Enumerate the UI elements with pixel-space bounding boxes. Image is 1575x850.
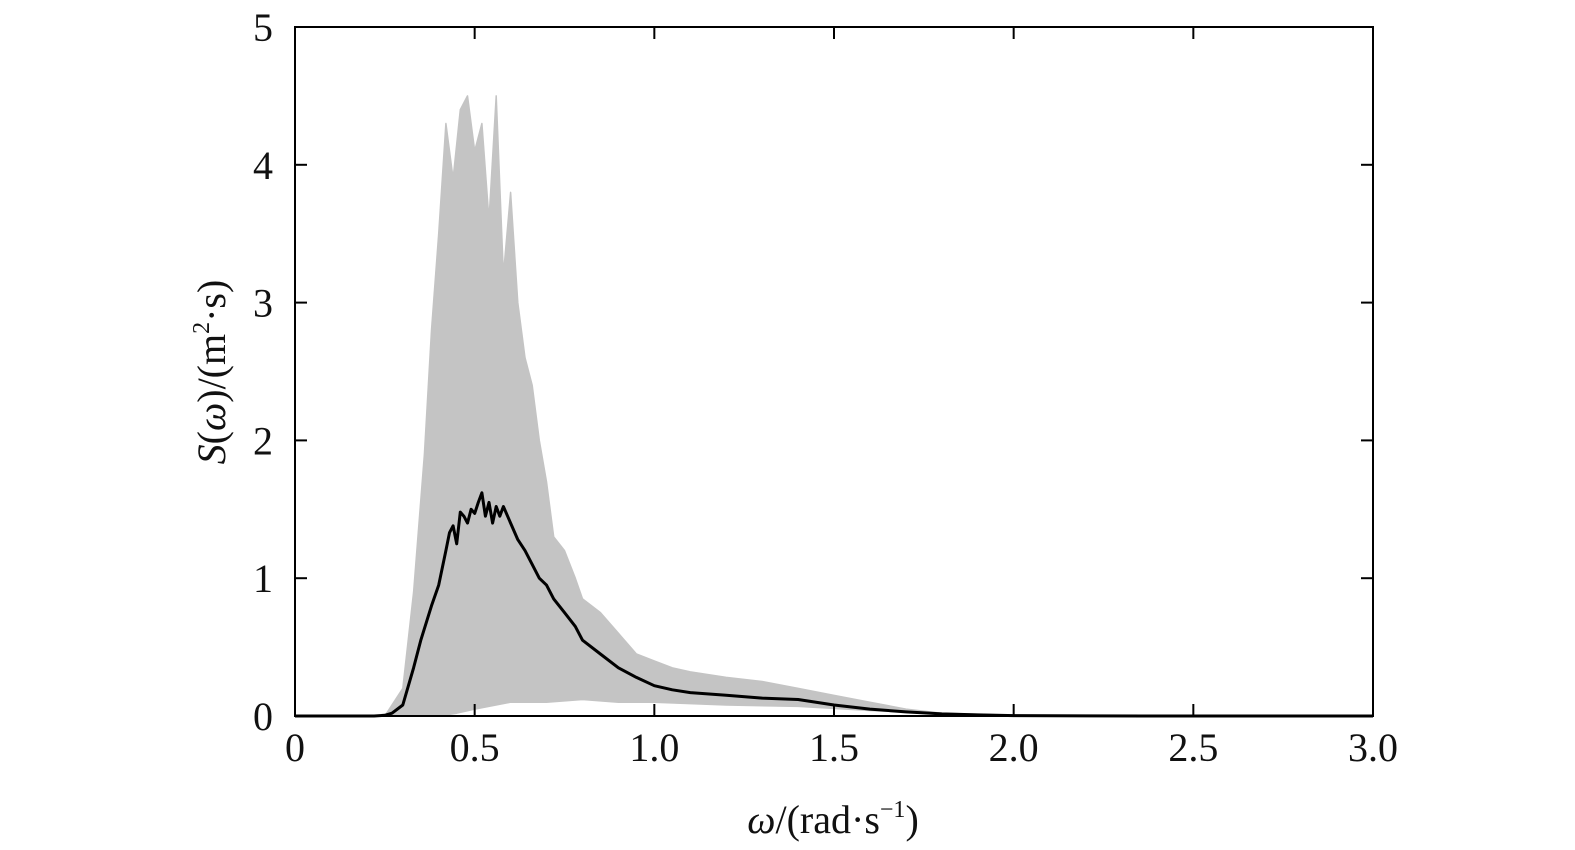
y-axis-label: S(ω)/(m2·s) — [189, 280, 234, 465]
y-tick-label: 2 — [253, 418, 273, 463]
x-axis-label-symbol: ω — [747, 797, 775, 842]
x-tick-label: 1.0 — [629, 725, 679, 770]
y-tick-label: 3 — [253, 281, 273, 326]
y-axis-label-exponent: 2 — [189, 322, 215, 334]
x-tick-label: 1.5 — [809, 725, 859, 770]
y-axis-label-open: ( — [189, 431, 234, 444]
tick-labels: 0 0.5 1.0 1.5 2.0 2.5 3.0 0 1 2 3 4 5 — [253, 5, 1398, 770]
axes — [294, 26, 1374, 717]
y-tick-label: 0 — [253, 694, 273, 739]
plot-area — [295, 95, 1373, 718]
sample-spectra-band — [384, 95, 1087, 717]
mean-spectrum-line — [295, 491, 1373, 718]
y-axis-label-symbol: S — [189, 444, 234, 464]
x-tick-label: 0 — [285, 725, 305, 770]
x-tick-label: 3.0 — [1348, 725, 1398, 770]
y-tick-label: 1 — [253, 556, 273, 601]
y-axis-label-unit: )/(m — [189, 334, 234, 403]
x-tick-label: 2.5 — [1168, 725, 1218, 770]
y-tick-label: 5 — [253, 5, 273, 50]
x-axis-label-exponent: −1 — [880, 797, 906, 823]
x-tick-label: 2.0 — [989, 725, 1039, 770]
x-axis-label-unit: /(rad·s — [775, 797, 879, 842]
x-axis-label-close: ) — [905, 797, 918, 842]
y-axis-label-symbol2: ω — [189, 403, 234, 431]
y-tick-label: 4 — [253, 143, 273, 188]
y-axis-label-unit-end: ·s) — [189, 280, 234, 322]
x-axis-label: ω/(rad·s−1) — [747, 797, 919, 842]
x-tick-label: 0.5 — [450, 725, 500, 770]
